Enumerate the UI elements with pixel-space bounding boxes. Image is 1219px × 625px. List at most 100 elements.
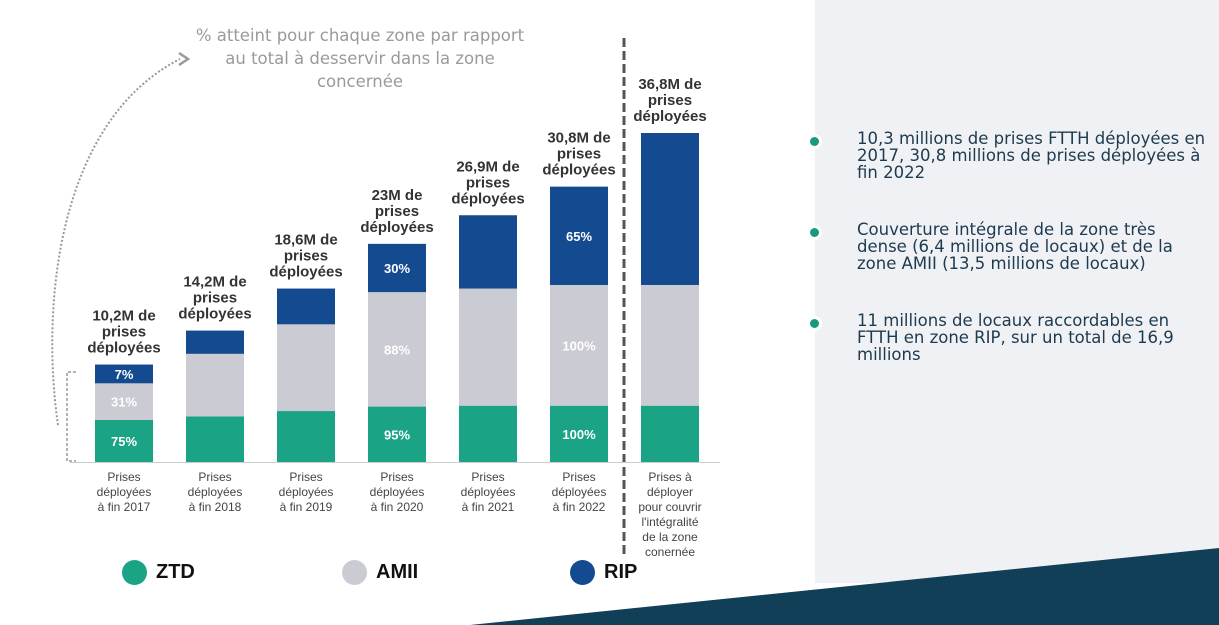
legend-swatch-icon [342,560,367,585]
bar-segment-ztd [641,405,699,462]
segment-percent-label: 7% [115,367,134,382]
category-label: conernée [645,545,695,559]
annotation-text: % atteint pour chaque zone par rapport a… [195,26,525,91]
bullet-text: 11 millions de locaux raccordables en FT… [857,311,1174,364]
bar-total-label: prises [193,290,237,307]
segment-percent-label: 100% [562,427,596,442]
bullet-dot-icon [810,319,819,328]
bar-segment-ztd [368,406,426,462]
bar-segment-amii [459,288,517,406]
bar-segment-ztd [459,405,517,462]
category-label: Prises à [648,470,692,484]
bullet-dot-icon [810,228,819,237]
category-label: Prises [107,470,140,484]
bar-total-label: 26,9M de [456,158,519,175]
bar-segment-ztd [277,411,335,462]
bar-total-label: prises [102,324,146,341]
legend-swatch-icon [122,560,147,585]
bar-segment-amii [641,284,699,406]
bar-total-label: déployées [451,190,524,207]
bar-segment-amii [368,292,426,407]
bar-segment-rip [277,288,335,325]
percent-bracket [66,371,76,462]
category-label: l'intégralité [642,515,699,529]
category-label: Prises [562,470,595,484]
category-label: à fin 2017 [98,500,151,514]
bar-total-label: 30,8M de [547,130,610,147]
category-label: déployées [461,485,516,499]
bar-segment-rip [95,364,153,384]
bullet-item: 11 millions de locaux raccordables en FT… [810,312,1210,363]
category-label: Prises [471,470,504,484]
segment-percent-label: 75% [111,434,137,449]
legend-ztd: ZTD [122,560,195,585]
bar-segment-amii [550,284,608,406]
bar-total-label: prises [648,92,692,109]
category-label: pour couvrir [638,500,701,514]
category-label: Prises [198,470,231,484]
annotation-arrow-head [178,51,191,67]
category-label: déployées [97,485,152,499]
bar-segment-rip [186,330,244,354]
legend-label: ZTD [156,561,195,583]
legend-rip: RIP [570,560,637,585]
segment-percent-label: 100% [562,338,596,353]
bar-total-label: déployées [269,264,342,281]
bottom-band [470,548,1219,625]
bar-total-label: déployées [87,340,160,357]
segment-percent-label: 30% [384,261,410,276]
segment-percent-label: 95% [384,427,410,442]
category-label: Prises [289,470,322,484]
bullet-text: Couverture intégrale de la zone très den… [857,220,1173,273]
bar-total-label: 23M de [372,187,423,204]
bar-segment-ztd [550,405,608,462]
category-label: déployées [279,485,334,499]
category-label: Prises [380,470,413,484]
bar-segment-rip [459,215,517,289]
bar-segment-ztd [95,419,153,462]
category-label: à fin 2021 [462,500,515,514]
bullet-text: 10,3 millions de prises FTTH déployées e… [857,129,1206,182]
category-label: à fin 2018 [189,500,242,514]
bar-segment-rip [641,133,699,285]
category-label: à fin 2019 [280,500,333,514]
bar-total-label: 14,2M de [183,274,246,291]
category-label: déployées [188,485,243,499]
category-label: déployer [647,485,693,499]
bar-total-label: 10,2M de [92,308,155,325]
legend-amii: AMII [342,560,418,585]
category-label: de la zone [642,530,698,544]
legend-swatch-icon [570,560,595,585]
bar-total-label: prises [375,203,419,220]
bar-total-label: 36,8M de [638,76,701,93]
legend-label: AMII [376,561,419,583]
key-figures-list: 10,3 millions de prises FTTH déployées e… [810,130,1210,403]
segment-percent-label: 88% [384,342,410,357]
bullet-item: 10,3 millions de prises FTTH déployées e… [810,130,1210,181]
bar-total-label: déployées [633,108,706,125]
category-label: déployées [370,485,425,499]
bar-segment-amii [277,324,335,412]
bar-segment-amii [95,383,153,420]
segment-percent-label: 31% [111,395,137,410]
annotation-arrow-curve [51,58,181,426]
bar-total-label: prises [284,248,328,265]
category-label: déployées [552,485,607,499]
bar-segment-rip [368,243,426,293]
bar-total-label: déployées [542,162,615,179]
bar-total-label: déployées [360,219,433,236]
bar-segment-rip [550,186,608,285]
bar-segment-amii [186,353,244,417]
category-label: à fin 2022 [553,500,606,514]
bar-total-label: 18,6M de [274,232,337,249]
side-panel [815,0,1219,583]
bar-total-label: prises [466,174,510,191]
segment-percent-label: 65% [566,229,592,244]
bullet-dot-icon [810,137,819,146]
bar-total-label: prises [557,146,601,163]
legend-label: RIP [604,561,638,583]
category-label: à fin 2020 [371,500,424,514]
bar-total-label: déployées [178,306,251,323]
bar-segment-ztd [186,416,244,462]
